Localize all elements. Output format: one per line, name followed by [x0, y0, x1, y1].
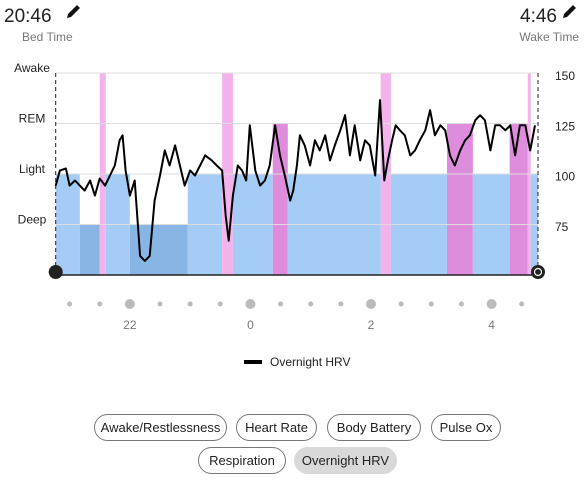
wake-time: 4:46: [520, 6, 557, 27]
filter-button[interactable]: Pulse Ox: [431, 414, 501, 441]
x-tick-label: 4: [488, 318, 495, 332]
x-tick-dot: [245, 299, 256, 309]
sleep-stage-bar: [79, 224, 100, 275]
sleep-stage-bar: [272, 123, 288, 275]
chart: 20:46 Bed Time 4:46 Wake Time Deep Light R…: [4, 5, 579, 369]
x-tick-label: 0: [247, 318, 254, 332]
x-tick-label: 2: [368, 318, 375, 332]
y-tick-label: Deep: [18, 213, 47, 227]
time-dot: [217, 301, 223, 307]
sleep-stage-bar: [509, 123, 528, 275]
time-dot: [187, 301, 193, 307]
filter-button[interactable]: Respiration: [198, 447, 286, 474]
time-dot: [458, 301, 464, 307]
wake-label: Wake Time: [519, 30, 579, 44]
y2-tick-label: 100: [555, 170, 575, 184]
time-dot: [97, 301, 103, 307]
time-dot: [338, 301, 344, 307]
edit-icon[interactable]: [563, 5, 576, 18]
y-tick-label: Light: [19, 162, 46, 176]
bed-time: 20:46: [4, 6, 52, 27]
time-dot: [278, 301, 284, 307]
bed-label: Bed Time: [22, 30, 73, 44]
time-dot: [428, 301, 434, 307]
time-dot: [308, 301, 314, 307]
filter-button[interactable]: Heart Rate: [236, 414, 317, 441]
y-tick-label: REM: [19, 112, 46, 126]
alarm-icon: [531, 265, 545, 279]
alarm-icon-face: [533, 267, 543, 277]
sleep-stage-bar: [446, 123, 473, 275]
time-dot: [519, 301, 525, 307]
edit-icon[interactable]: [67, 5, 80, 18]
filter-button[interactable]: Overnight HRV: [294, 447, 397, 474]
plot: Deep Light REM Awake 75 100 125 150 22 0 2 4: [14, 61, 575, 332]
y2-tick-label: 150: [555, 69, 575, 83]
x-tick-label: 22: [123, 318, 137, 332]
hrv-line: [54, 99, 536, 262]
legend-label: Overnight HRV: [270, 355, 350, 369]
sleep-icon: [48, 265, 63, 279]
x-tick-dot: [124, 299, 135, 309]
x-tick-dot: [366, 299, 377, 309]
y-tick-label: Awake: [14, 61, 50, 75]
y2-tick-label: 75: [555, 220, 569, 234]
time-dot: [157, 301, 163, 307]
filter-button[interactable]: Awake/Restlessness: [94, 414, 227, 441]
y2-tick-label: 125: [555, 119, 575, 133]
filter-button[interactable]: Body Battery: [327, 414, 421, 441]
time-dot: [398, 301, 404, 307]
time-dot: [67, 301, 73, 307]
x-tick-dot: [486, 299, 497, 309]
